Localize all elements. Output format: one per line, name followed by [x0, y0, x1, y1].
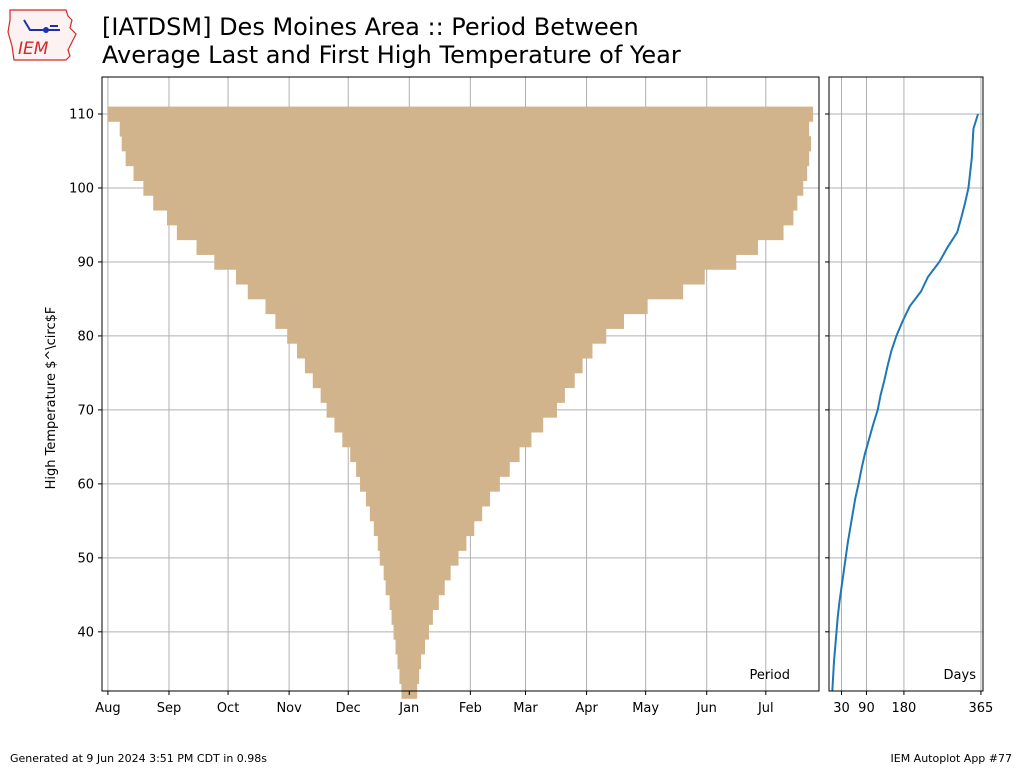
period-bar-66f	[342, 432, 532, 448]
days-series-line	[831, 113, 979, 692]
period-bar-96f	[167, 210, 794, 226]
period-bar-82f	[275, 313, 624, 329]
days-annotation: Days	[944, 668, 977, 683]
chart-title: [IATDSM] Des Moines Area :: Period Betwe…	[102, 13, 681, 69]
x-tick-label-dec: Dec	[336, 701, 361, 716]
side-x-tick-label-180: 180	[892, 701, 917, 716]
period-bar-58f	[365, 491, 491, 507]
period-bar-62f	[356, 461, 510, 477]
y-tick-label-100: 100	[69, 181, 94, 196]
period-bar-90f	[214, 254, 737, 270]
period-bar-42f	[391, 609, 433, 625]
period-bar-88f	[235, 269, 705, 285]
chart-title-line-1: [IATDSM] Des Moines Area :: Period Betwe…	[102, 13, 639, 41]
iem-logo: IEM	[6, 6, 78, 68]
x-tick-label-jun: Jun	[696, 701, 717, 716]
y-tick-label-50: 50	[77, 551, 94, 566]
chart-title-line-2: Average Last and First High Temperature …	[102, 41, 681, 69]
y-tick-label-70: 70	[77, 403, 94, 418]
y-tick-label-90: 90	[77, 255, 94, 270]
footer-generated-text: Generated at 9 Jun 2024 3:51 PM CDT in 0…	[10, 752, 268, 765]
period-bar-72f	[320, 387, 565, 403]
period-bar-48f	[383, 565, 451, 581]
y-tick-label-110: 110	[69, 107, 94, 122]
period-bar-110f	[107, 106, 814, 122]
side-x-tick-label-365: 365	[969, 701, 994, 716]
period-bar-74f	[312, 372, 575, 389]
period-bar-104f	[125, 150, 810, 167]
period-bar-64f	[350, 446, 520, 463]
x-tick-label-apr: Apr	[575, 701, 598, 716]
period-bar-46f	[385, 580, 445, 596]
side-plot-frame	[828, 76, 984, 692]
x-tick-label-jul: Jul	[757, 701, 774, 716]
footer-app-label: IEM Autoplot App #77	[890, 752, 1013, 765]
period-bar-50f	[379, 550, 459, 566]
y-tick-label-40: 40	[77, 625, 94, 640]
period-bar-54f	[373, 520, 475, 537]
period-bar-68f	[334, 417, 544, 433]
period-bar-60f	[360, 476, 500, 492]
period-bar-108f	[119, 121, 810, 137]
y-tick-label-60: 60	[77, 477, 94, 492]
period-bar-78f	[297, 343, 593, 359]
period-bar-36f	[397, 654, 422, 670]
period-bar-44f	[389, 594, 439, 611]
period-bar-98f	[153, 195, 798, 211]
x-tick-label-oct: Oct	[217, 701, 239, 716]
period-bar-102f	[133, 165, 808, 181]
period-bar-38f	[395, 639, 426, 655]
y-tick-label-80: 80	[77, 329, 94, 344]
period-bar-106f	[121, 136, 812, 152]
period-bar-94f	[176, 224, 784, 241]
period-annotation: Period	[749, 668, 790, 683]
x-tick-label-aug: Aug	[95, 701, 120, 716]
x-tick-label-mar: Mar	[513, 701, 538, 716]
x-tick-label-sep: Sep	[157, 701, 182, 716]
period-bar-40f	[393, 624, 429, 640]
period-bar-84f	[265, 298, 648, 315]
period-bar-52f	[377, 535, 467, 551]
logo-text: IEM	[18, 39, 49, 59]
period-bar-76f	[304, 358, 583, 374]
x-tick-label-feb: Feb	[459, 701, 482, 716]
main-plot-frame	[101, 76, 820, 692]
period-bar-86f	[247, 284, 684, 300]
x-tick-label-jan: Jan	[398, 701, 419, 716]
side-x-tick-label-90: 90	[858, 701, 875, 716]
period-bar-70f	[326, 402, 558, 418]
y-axis-label: High Temperature $^\circ$F	[44, 307, 59, 490]
period-bar-56f	[369, 506, 483, 522]
period-bar-80f	[287, 328, 607, 344]
x-tick-label-may: May	[632, 701, 659, 716]
side-x-tick-label-30: 30	[833, 701, 850, 716]
x-tick-label-nov: Nov	[276, 701, 302, 716]
period-bar-34f	[399, 668, 420, 685]
period-bar-92f	[196, 239, 758, 255]
period-bar-100f	[143, 180, 804, 196]
